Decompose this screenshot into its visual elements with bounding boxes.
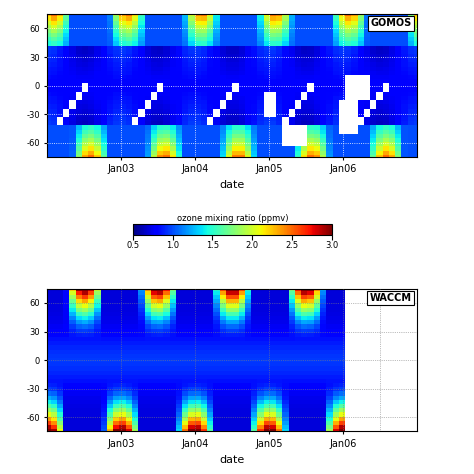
Text: GOMOS: GOMOS bbox=[370, 18, 411, 28]
Title: ozone mixing ratio (ppmv): ozone mixing ratio (ppmv) bbox=[176, 214, 288, 223]
X-axis label: date: date bbox=[219, 180, 245, 190]
Text: WACCM: WACCM bbox=[370, 293, 411, 303]
X-axis label: date: date bbox=[219, 455, 245, 465]
